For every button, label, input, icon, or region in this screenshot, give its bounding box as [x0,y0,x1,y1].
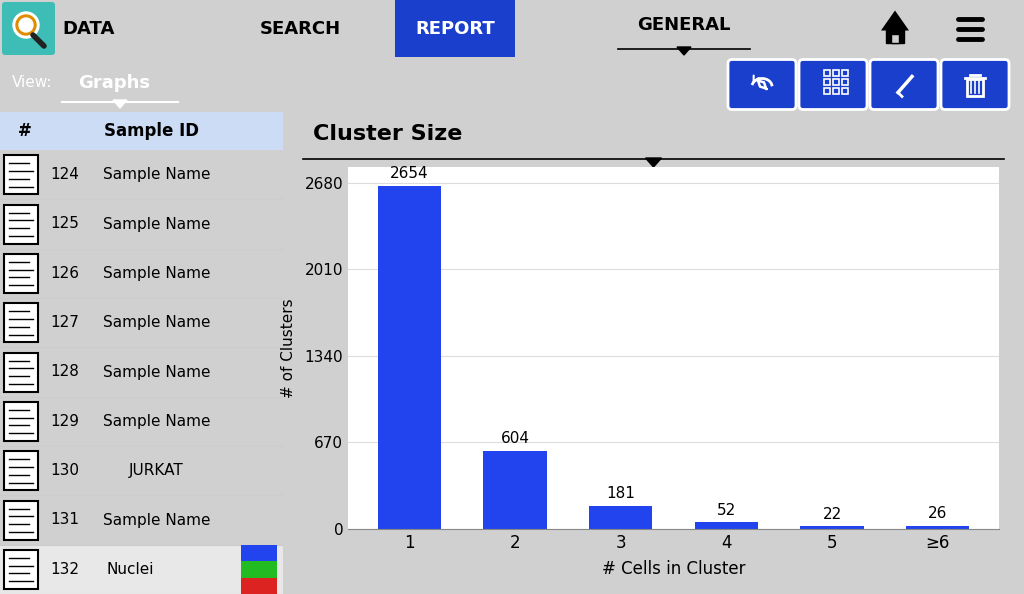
Text: Sample Name: Sample Name [102,266,210,281]
Text: REPORT: REPORT [415,20,495,37]
FancyBboxPatch shape [241,545,278,561]
FancyBboxPatch shape [799,59,867,109]
Text: Cluster Size: Cluster Size [313,124,463,144]
Text: Sample Name: Sample Name [102,414,210,429]
FancyBboxPatch shape [241,561,278,577]
FancyBboxPatch shape [241,577,278,594]
Text: JURKAT: JURKAT [129,463,184,478]
FancyBboxPatch shape [728,59,796,109]
X-axis label: # Cells in Cluster: # Cells in Cluster [602,560,745,578]
FancyBboxPatch shape [4,155,38,194]
Text: Sample Name: Sample Name [102,365,210,380]
Text: View:: View: [12,75,52,90]
Bar [378,186,441,529]
Text: Sample Name: Sample Name [102,216,210,232]
Text: Sample Name: Sample Name [102,513,210,527]
Text: #: # [18,122,32,140]
FancyBboxPatch shape [891,33,899,43]
Text: GENERAL: GENERAL [637,15,731,33]
Text: 125: 125 [50,216,79,232]
Text: 124: 124 [50,167,79,182]
Text: Sample ID: Sample ID [104,122,199,140]
FancyBboxPatch shape [886,29,904,43]
Text: 2654: 2654 [390,166,429,181]
Circle shape [13,12,39,38]
FancyBboxPatch shape [2,2,55,55]
FancyBboxPatch shape [870,59,938,109]
Bar [801,526,863,529]
Circle shape [16,15,36,35]
Text: Sample Name: Sample Name [102,315,210,330]
FancyBboxPatch shape [0,545,283,594]
FancyBboxPatch shape [4,402,38,441]
Text: 132: 132 [50,562,79,577]
Text: 127: 127 [50,315,79,330]
FancyBboxPatch shape [4,254,38,293]
Polygon shape [645,158,662,167]
FancyBboxPatch shape [395,0,515,59]
FancyBboxPatch shape [4,501,38,539]
Text: 181: 181 [606,486,635,501]
Text: DATA: DATA [62,20,115,37]
FancyBboxPatch shape [4,303,38,342]
Polygon shape [881,11,909,30]
Text: SEARCH: SEARCH [259,20,341,37]
FancyBboxPatch shape [4,550,38,589]
Text: 126: 126 [50,266,79,281]
Text: 130: 130 [50,463,79,478]
FancyBboxPatch shape [4,451,38,490]
Text: 129: 129 [50,414,79,429]
Text: 26: 26 [928,506,947,521]
FancyBboxPatch shape [941,59,1009,109]
FancyBboxPatch shape [4,204,38,244]
FancyBboxPatch shape [4,352,38,391]
Text: Graphs: Graphs [78,74,150,91]
FancyBboxPatch shape [0,112,283,150]
Y-axis label: # of Clusters: # of Clusters [282,298,296,398]
Text: Nuclei: Nuclei [106,562,154,577]
Text: 131: 131 [50,513,79,527]
Text: 604: 604 [501,431,529,446]
Text: 128: 128 [50,365,79,380]
Bar [483,451,547,529]
Text: 22: 22 [822,507,842,522]
Bar [589,505,652,529]
Polygon shape [113,100,127,108]
Text: 52: 52 [717,503,736,518]
Bar [906,526,970,529]
Circle shape [19,18,33,32]
Bar [694,522,758,529]
Polygon shape [677,47,691,55]
Text: Sample Name: Sample Name [102,167,210,182]
